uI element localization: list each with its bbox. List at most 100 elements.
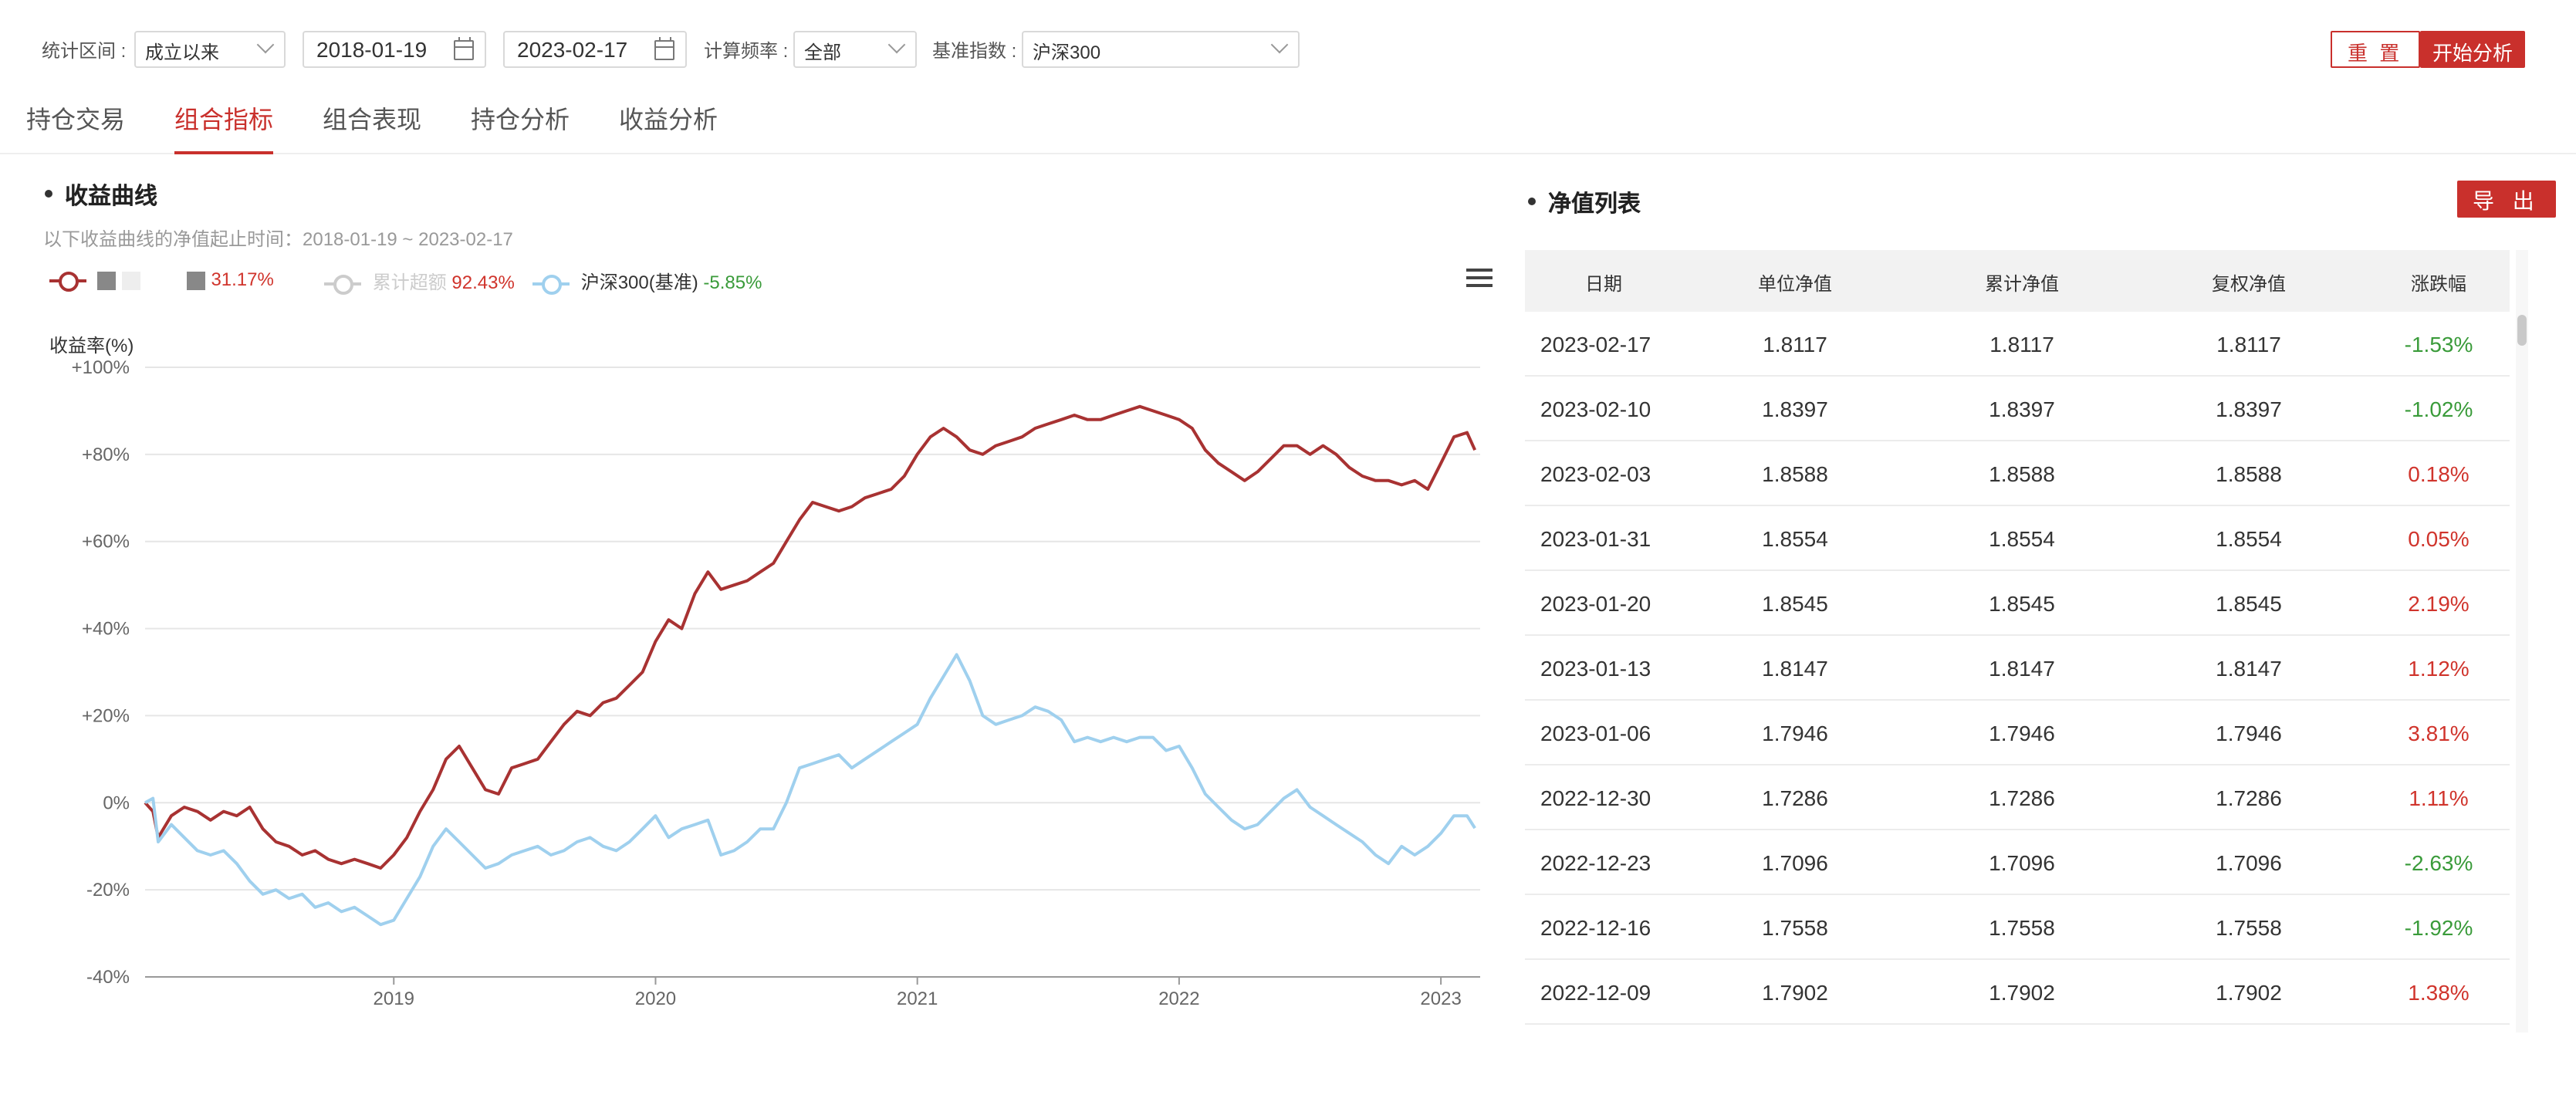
y-tick-label: +100% [72,357,130,378]
bench-label: 基准指数 : [932,40,1017,62]
legend-marker-icon [324,274,361,295]
tab-return-analysis[interactable]: 收益分析 [619,108,718,134]
end-date-input[interactable]: 2023-02-17 [503,31,687,68]
table-row[interactable]: 2023-01-20 1.8545 1.8545 1.8545 2.19% [1525,571,2510,636]
nav-list-title: 净值列表 [1527,187,1641,219]
col-header-adj-nav: 复权净值 [2211,273,2287,295]
cell-unit-nav: 1.7286 [1762,786,1828,810]
cell-adj-nav: 1.8397 [2216,397,2282,421]
scrollbar-thumb[interactable] [2517,315,2527,346]
cell-change: -1.02% [2404,397,2473,421]
cell-unit-nav: 1.8554 [1762,526,1828,551]
range-select[interactable]: 成立以来 [134,31,286,68]
table-row[interactable]: 2023-01-06 1.7946 1.7946 1.7946 3.81% [1525,701,2510,765]
y-tick-label: +60% [82,532,130,552]
chevron-down-icon [887,35,906,54]
legend-name: 累计超额 [372,272,447,293]
table-row[interactable]: 2022-12-16 1.7558 1.7558 1.7558 -1.92% [1525,895,2510,960]
y-tick-label: +40% [82,619,130,640]
bench-select[interactable]: 沪深300 [1022,31,1300,68]
cell-date: 2023-02-17 [1540,332,1651,357]
tab-portfolio-performance[interactable]: 组合表现 [323,108,422,134]
cell-change: 0.05% [2408,526,2470,551]
y-tick-label: -20% [86,880,130,901]
y-tick-label: -40% [86,967,130,988]
start-date-value: 2018-01-19 [316,37,428,62]
col-header-change: 涨跌幅 [2410,273,2467,295]
tab-bar: 持仓交易 组合指标 组合表现 持仓分析 收益分析 [0,90,2576,154]
cell-date: 2022-12-30 [1540,786,1651,810]
table-row[interactable]: 2022-12-09 1.7902 1.7902 1.7902 1.38% [1525,960,2510,1025]
cell-adj-nav: 1.8545 [2216,591,2282,616]
export-button[interactable]: 导 出 [2457,181,2556,218]
calendar-icon [454,37,474,60]
hamburger-menu-icon[interactable] [1466,269,1493,290]
cell-date: 2022-12-16 [1540,915,1651,940]
legend-item-excess[interactable]: 累计超额 92.43% [324,269,515,295]
legend-item-benchmark[interactable]: 沪深300(基准) -5.85% [532,269,762,295]
start-analysis-button[interactable]: 开始分析 [2420,31,2526,68]
series-line-benchmark [144,653,1476,927]
cell-cum-nav: 1.7096 [1989,850,2055,875]
table-row[interactable]: 2022-12-23 1.7096 1.7096 1.7096 -2.63% [1525,830,2510,895]
cell-change: -1.92% [2404,915,2473,940]
redacted-block [187,271,206,290]
y-tick-label: +20% [82,705,130,726]
reset-button[interactable]: 重 置 [2331,31,2420,68]
cell-adj-nav: 1.7558 [2216,915,2282,940]
table-row[interactable]: 2023-02-17 1.8117 1.8117 1.8117 -1.53% [1525,312,2510,377]
freq-select[interactable]: 全部 [793,31,917,68]
cell-change: 1.11% [2409,786,2469,810]
tab-holdings-trades[interactable]: 持仓交易 [26,108,126,134]
cell-adj-nav: 1.8147 [2216,656,2282,681]
cell-adj-nav: 1.7096 [2216,850,2282,875]
x-tick-label: 2021 [897,988,938,1009]
cell-unit-nav: 1.8147 [1762,656,1828,681]
cell-unit-nav: 1.8588 [1762,461,1828,486]
y-axis-label: 收益率(%) [49,336,134,357]
range-label: 统计区间 : [42,40,127,62]
cell-change: 2.19% [2408,591,2470,616]
cell-date: 2023-01-13 [1540,656,1651,681]
cell-date: 2022-12-23 [1540,850,1651,875]
table-row[interactable]: 2023-01-31 1.8554 1.8554 1.8554 0.05% [1525,506,2510,571]
filter-bar: 统计区间 : 成立以来 2018-01-19 2023-02-17 计算频率 :… [0,28,2576,68]
cell-change: 0.18% [2408,461,2470,486]
x-tick-label: 2022 [1158,988,1199,1009]
redacted-block [97,271,117,290]
legend-item-portfolio[interactable]: 31.17% [49,269,274,292]
table-row[interactable]: 2022-12-30 1.7286 1.7286 1.7286 1.11% [1525,765,2510,830]
legend-value: 92.43% [451,272,515,293]
legend-name: 沪深300(基准) [580,272,698,293]
x-tick-label: 2020 [635,988,676,1009]
start-date-input[interactable]: 2018-01-19 [303,31,486,68]
bench-value: 沪深300 [1033,42,1101,63]
cell-change: -1.53% [2404,332,2473,357]
cell-cum-nav: 1.8588 [1989,461,2055,486]
col-header-date: 日期 [1584,273,1623,295]
cell-change: 1.12% [2408,656,2470,681]
cell-date: 2022-12-09 [1540,980,1651,1005]
cell-cum-nav: 1.7902 [1989,980,2055,1005]
cell-change: -2.63% [2404,850,2473,875]
tab-portfolio-metrics[interactable]: 组合指标 [174,99,274,154]
legend-value: -5.85% [703,272,762,293]
cell-cum-nav: 1.7558 [1989,915,2055,940]
table-row[interactable]: 2023-01-13 1.8147 1.8147 1.8147 1.12% [1525,636,2510,701]
cell-date: 2023-01-31 [1540,526,1651,551]
calendar-icon [654,37,674,60]
y-tick-label: 0% [103,792,130,813]
cell-unit-nav: 1.7096 [1762,850,1828,875]
cell-date: 2023-01-06 [1540,721,1651,745]
tab-holdings-analysis[interactable]: 持仓分析 [471,108,570,134]
table-row[interactable]: 2023-02-03 1.8588 1.8588 1.8588 0.18% [1525,441,2510,506]
cell-cum-nav: 1.8554 [1989,526,2055,551]
cell-change: 3.81% [2408,721,2470,745]
cell-unit-nav: 1.7946 [1762,721,1828,745]
cell-cum-nav: 1.8147 [1989,656,2055,681]
table-scrollbar[interactable] [2516,250,2528,1032]
table-row[interactable]: 2023-02-10 1.8397 1.8397 1.8397 -1.02% [1525,377,2510,441]
cell-cum-nav: 1.7286 [1989,786,2055,810]
series-line-portfolio [144,404,1477,870]
